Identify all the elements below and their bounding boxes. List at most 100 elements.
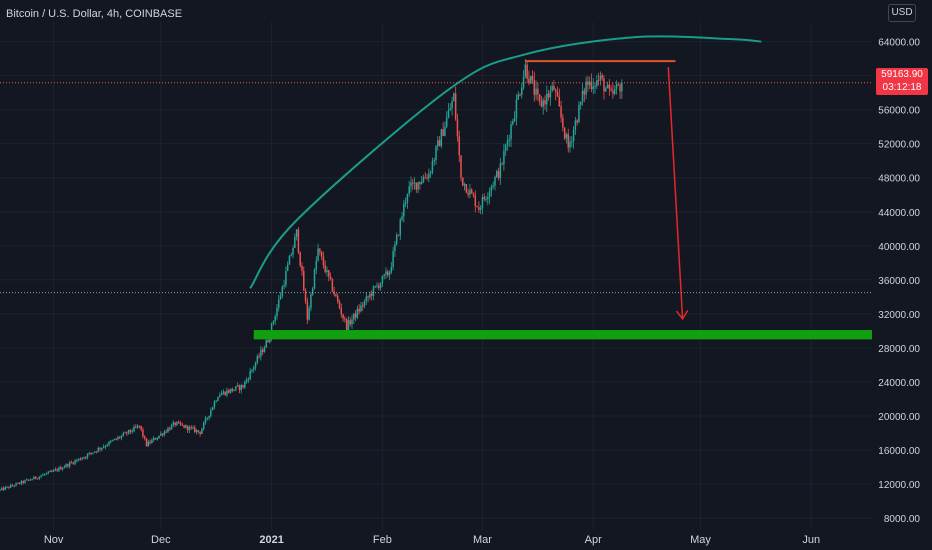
x-tick-label: Apr: [585, 534, 602, 546]
candle-body: [524, 64, 527, 77]
candle-body: [2, 487, 5, 490]
candle-body: [235, 386, 237, 390]
candle-body: [588, 81, 591, 86]
candle-body: [115, 438, 117, 440]
candle-body: [17, 482, 19, 484]
candle-body: [437, 140, 439, 147]
currency-button[interactable]: USD: [888, 4, 916, 22]
candle-body: [546, 93, 548, 105]
candle-body: [499, 163, 502, 179]
candle-body: [136, 425, 139, 428]
candle-body: [142, 429, 144, 437]
candle-body: [70, 462, 73, 464]
candle-body: [170, 424, 173, 430]
x-tick-label: May: [690, 534, 711, 546]
candle-body: [42, 474, 44, 476]
candle-body: [331, 278, 334, 292]
candle-body: [276, 307, 278, 317]
candle-body: [247, 379, 250, 381]
candle-body: [254, 362, 257, 368]
candle-body: [597, 80, 600, 82]
candle-body: [211, 407, 214, 411]
candle-body: [501, 163, 503, 165]
candle-body: [31, 479, 33, 481]
candle-body: [324, 265, 326, 272]
candle-body: [569, 141, 571, 148]
candle-body: [183, 425, 185, 428]
candle-body: [317, 248, 319, 261]
candle-body: [54, 469, 57, 471]
candle-body: [512, 121, 514, 125]
candle-body: [358, 308, 360, 312]
candle-body: [74, 460, 76, 464]
candle-body: [551, 85, 553, 91]
candle-body: [152, 438, 155, 441]
candle-body: [251, 369, 253, 372]
x-tick-label: Dec: [151, 534, 171, 546]
candle-body: [381, 275, 384, 284]
y-tick-label: 32000.00: [878, 310, 920, 321]
candle-body: [529, 76, 532, 84]
candle-body: [488, 191, 491, 198]
candle-body: [458, 136, 460, 156]
candle-body: [410, 182, 412, 187]
candle-body: [43, 474, 46, 476]
candle-body: [504, 145, 507, 151]
candle-body: [233, 389, 235, 391]
candle-body: [242, 385, 244, 388]
x-tick-label: Mar: [473, 534, 492, 546]
candle-body: [188, 427, 191, 431]
candle-body: [456, 119, 459, 137]
candle-body: [485, 199, 487, 201]
candle-body: [506, 140, 509, 146]
candle-body: [118, 437, 121, 439]
candle-body: [326, 270, 328, 272]
y-tick-label: 40000.00: [878, 242, 920, 253]
candle-body: [85, 457, 87, 459]
candle-body: [33, 476, 35, 480]
candle-body: [9, 485, 12, 488]
candle-body: [490, 186, 493, 192]
candle-body: [52, 470, 55, 472]
candle-body: [174, 422, 176, 425]
candle-body: [288, 255, 291, 265]
candle-body: [269, 336, 271, 343]
candle-body: [244, 381, 246, 388]
candle-body: [163, 431, 166, 436]
candle-body: [572, 129, 575, 142]
candle-body: [390, 267, 393, 273]
candle-body: [592, 86, 594, 90]
candle-body: [202, 422, 205, 429]
candle-body: [610, 88, 612, 91]
candle-body: [315, 260, 318, 270]
candle-body: [77, 458, 80, 461]
candle-body: [549, 90, 552, 98]
candle-body: [481, 197, 484, 208]
candle-body: [104, 446, 107, 448]
candle-body: [267, 340, 269, 343]
candle-body: [526, 64, 528, 79]
candle-body: [156, 438, 158, 440]
last-price-value: 59163.90: [881, 69, 923, 80]
candle-body: [445, 117, 448, 127]
candle-body: [594, 86, 596, 88]
candle-body: [131, 431, 133, 433]
candle-body: [283, 285, 285, 287]
candle-body: [379, 283, 382, 288]
candle-body: [563, 127, 566, 139]
candle-body: [476, 206, 478, 208]
candle-body: [58, 467, 60, 471]
candle-body: [519, 94, 521, 96]
candle-body: [596, 80, 598, 87]
x-tick-label: Jun: [802, 534, 820, 546]
candle-body: [553, 85, 555, 90]
candle-body: [99, 448, 101, 450]
candle-body: [245, 379, 248, 382]
candle-body: [258, 356, 260, 358]
candle-body: [562, 117, 564, 128]
candle-body: [344, 318, 346, 320]
candle-body: [256, 356, 259, 363]
candle-body: [122, 433, 125, 436]
candle-body: [281, 286, 284, 296]
